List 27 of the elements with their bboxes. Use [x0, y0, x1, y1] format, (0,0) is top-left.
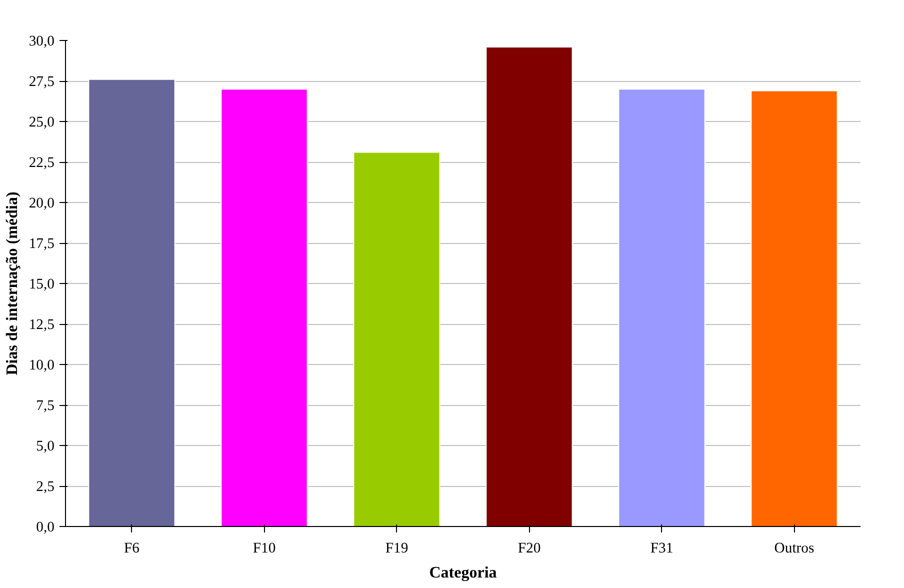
- y-tick-label: 12,5: [28, 317, 55, 333]
- bar: [220, 88, 308, 526]
- y-tick-label: 27,5: [28, 74, 55, 90]
- y-tick-label: 5,0: [36, 438, 55, 454]
- y-tick-label: 25,0: [28, 114, 55, 130]
- x-tick-label: F10: [252, 540, 276, 556]
- x-tick-label: F6: [124, 540, 140, 556]
- y-tick-label: 10,0: [28, 358, 55, 374]
- y-tick-label: 15,0: [28, 276, 55, 292]
- x-tick-label: Outros: [774, 540, 814, 556]
- x-tick-label: F20: [518, 540, 541, 556]
- y-axis-title: Dias de internação (média): [4, 192, 21, 376]
- x-tick-label: F31: [650, 540, 674, 556]
- bar: [353, 152, 440, 526]
- y-tick-label: 30,0: [28, 34, 55, 50]
- y-tick-label: 20,0: [28, 196, 55, 212]
- y-tick-label: 22,5: [28, 155, 55, 171]
- y-tick-label: 0,0: [36, 520, 55, 536]
- y-tick-label: 17,5: [28, 236, 55, 252]
- bar: [750, 90, 838, 526]
- bar: [88, 78, 176, 526]
- y-tick-label: 2,5: [36, 479, 55, 495]
- bar: [486, 46, 573, 526]
- y-tick-label: 7,5: [36, 398, 55, 414]
- bar: [618, 88, 706, 526]
- x-tick-label: F19: [385, 540, 408, 556]
- x-axis-title: Categoria: [429, 564, 497, 582]
